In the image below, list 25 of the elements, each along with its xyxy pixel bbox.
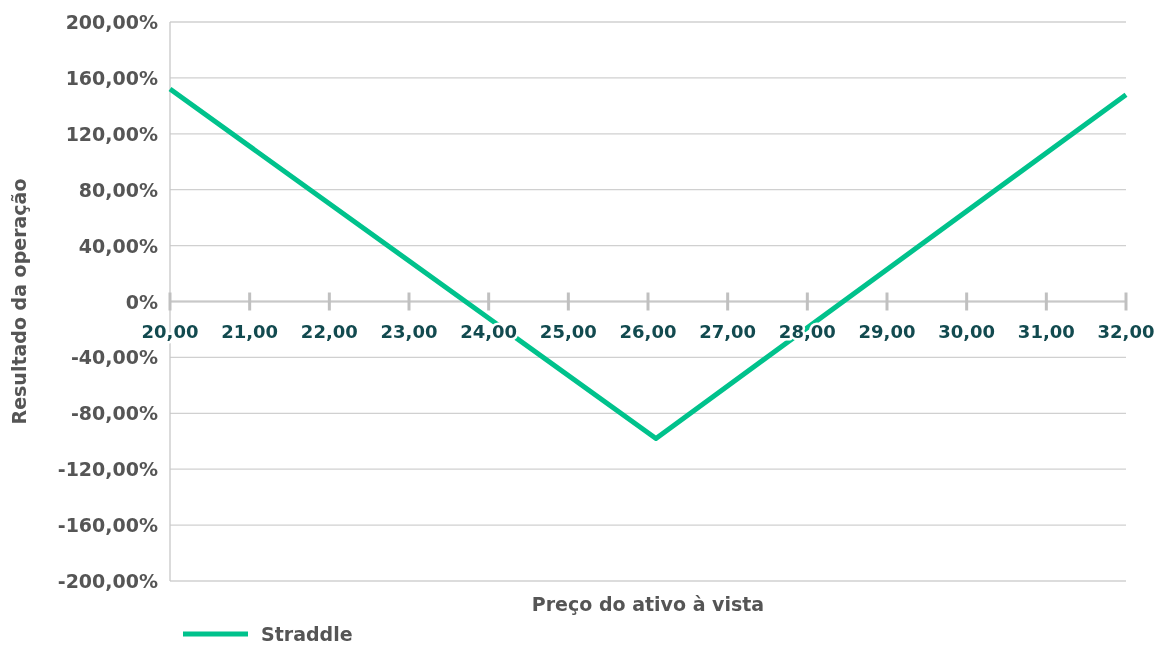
- x-axis-title: Preço do ativo à vista: [531, 593, 765, 615]
- x-tick-label: 30,00: [938, 320, 996, 342]
- y-tick-label: 200,00%: [65, 11, 158, 33]
- y-tick-label: 0%: [125, 290, 158, 313]
- x-tick-label: 22,00: [300, 320, 358, 342]
- x-tick-label: 23,00: [380, 320, 438, 342]
- y-tick-label: 80,00%: [78, 178, 158, 201]
- x-tick-label: 27,00: [699, 320, 757, 342]
- x-tick-label: 26,00: [619, 320, 677, 342]
- y-tick-label: 120,00%: [65, 122, 158, 145]
- y-tick-label: 160,00%: [65, 66, 158, 89]
- x-tick-label: 29,00: [858, 320, 916, 342]
- legend-label: Straddle: [261, 623, 353, 645]
- x-tick-label: 21,00: [221, 320, 279, 342]
- y-tick-label: -160,00%: [57, 514, 158, 537]
- x-tick-label: 32,00: [1097, 320, 1155, 342]
- x-tick-label: 31,00: [1017, 320, 1075, 342]
- y-tick-label: -120,00%: [57, 458, 158, 481]
- x-tick-label: 20,00: [141, 320, 199, 342]
- y-tick-label: -200,00%: [57, 570, 158, 592]
- x-tick-label: 25,00: [539, 320, 597, 342]
- y-tick-label: -40,00%: [70, 346, 158, 369]
- y-tick-label: -80,00%: [70, 402, 158, 425]
- y-axis-title: Resultado da operação: [8, 178, 30, 425]
- y-tick-label: 40,00%: [78, 234, 158, 257]
